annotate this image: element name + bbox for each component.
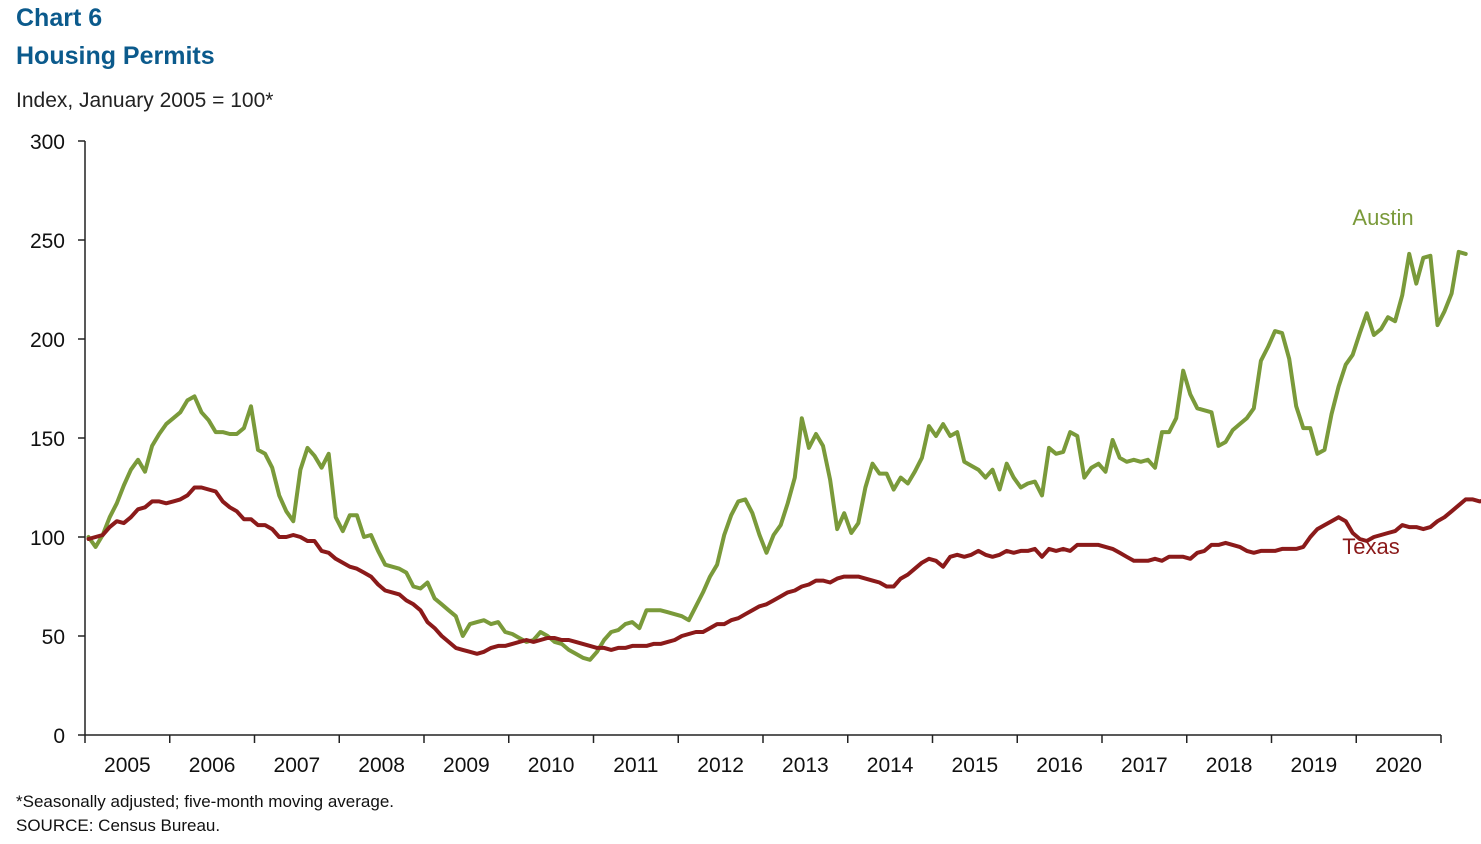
x-tick-label: 2008 [358,754,405,777]
x-tick-label: 2007 [274,754,321,777]
x-tick-label: 2012 [697,754,744,777]
source-note: SOURCE: Census Bureau. [16,816,221,835]
x-tick-label: 2016 [1036,754,1083,777]
x-tick-label: 2006 [189,754,236,777]
x-tick-label: 2017 [1121,754,1168,777]
chart-number: Chart 6 [16,4,103,32]
x-tick-label: 2019 [1291,754,1338,777]
x-tick-label: 2011 [613,754,658,777]
series-label-texas: Texas [1342,534,1399,559]
y-tick-label: 150 [30,428,65,451]
axes: 0 50 100 150 200 250 300 2005 2006 2007 2008 2009 20… [30,131,1442,777]
chart-title: Housing Permits [16,42,215,70]
x-tick-label: 2014 [867,754,914,777]
x-tick-label: 2013 [782,754,829,777]
x-tick-label: 2009 [443,754,490,777]
y-tick-label: 50 [42,626,65,649]
line-chart: 0 50 100 150 200 250 300 2005 2006 2007 2008 2009 20… [30,131,1481,777]
series-labels: Austin Texas [1342,205,1413,559]
y-tick-label: 300 [30,131,65,154]
x-tick-label: 2018 [1206,754,1253,777]
y-tick-label: 0 [53,725,65,748]
y-tick-label: 200 [30,329,65,352]
x-tick-label: 2015 [952,754,999,777]
y-axis-units-label: Index, January 2005 = 100* [16,89,274,112]
series-layer [86,249,1481,662]
y-tick-label: 250 [30,230,65,253]
y-tick-label: 100 [30,527,65,550]
x-tick-label: 2005 [104,754,151,777]
x-tick-label: 2020 [1375,754,1422,777]
x-tick-label: 2010 [528,754,575,777]
footnote: *Seasonally adjusted; five-month moving … [16,792,394,811]
series-line-texas [86,485,1481,656]
series-line-austin [86,249,1468,662]
series-label-austin: Austin [1352,205,1413,230]
